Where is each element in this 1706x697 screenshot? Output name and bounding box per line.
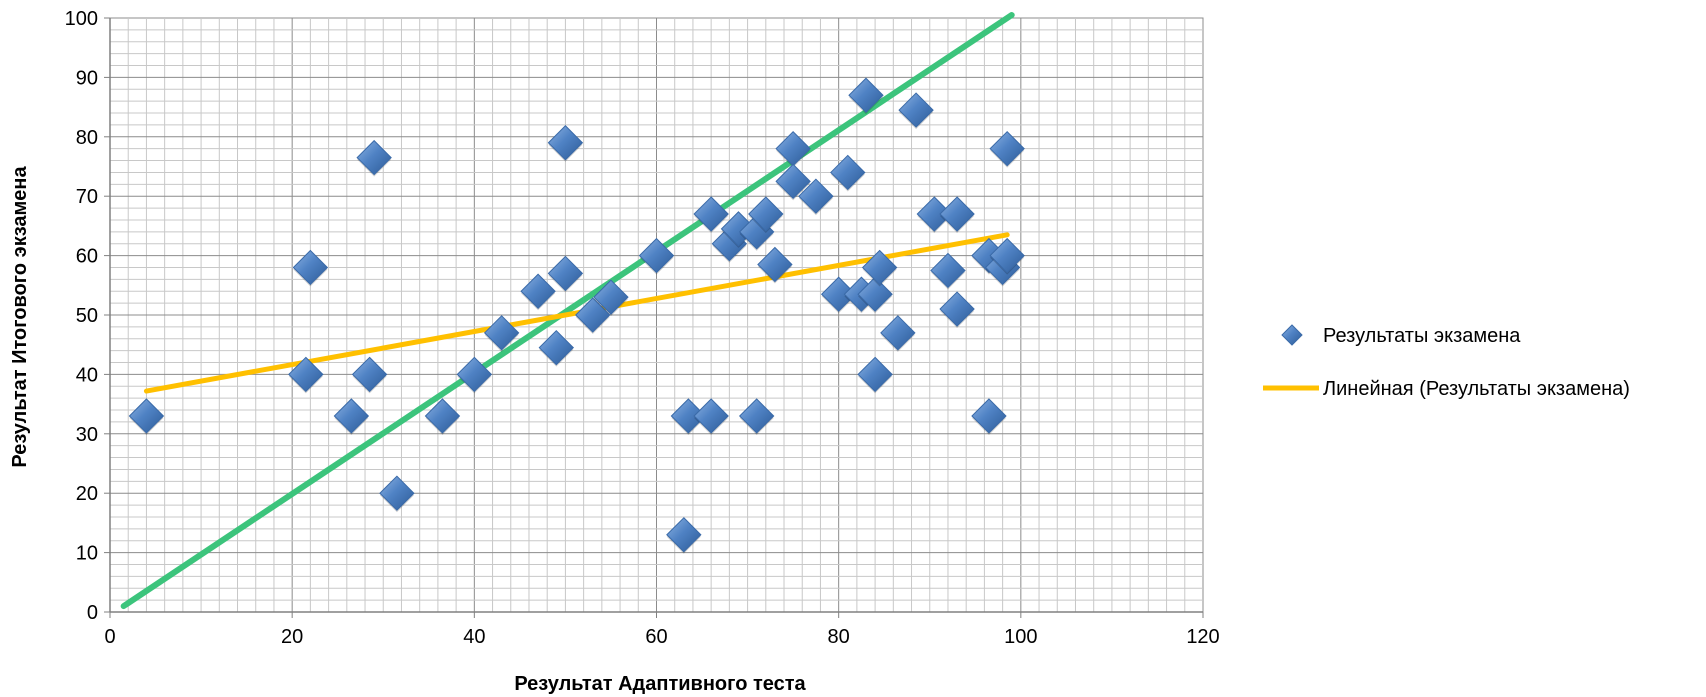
data-point — [693, 398, 729, 434]
data-point — [848, 77, 884, 113]
data-point — [379, 475, 415, 511]
data-point — [520, 273, 556, 309]
data-point — [830, 154, 866, 191]
data-point — [989, 237, 1025, 274]
legend-item-trendline: Линейная (Результаты экзамена) — [1263, 378, 1630, 400]
y-axis-title: Результат Итогового экзамена — [9, 165, 31, 467]
data-point — [456, 356, 493, 393]
y-tick-label: 60 — [76, 246, 98, 268]
data-point — [857, 276, 893, 312]
x-tick-label: 40 — [463, 626, 485, 648]
data-point — [861, 249, 898, 286]
data-point — [424, 398, 461, 434]
data-point — [483, 315, 520, 351]
y-tick-label: 40 — [76, 364, 98, 386]
legend-label-trendline: Линейная (Результаты экзамена) — [1323, 378, 1630, 400]
y-tick-label: 90 — [76, 67, 98, 89]
legend-item-series: Результаты экзамена — [1281, 324, 1521, 347]
data-point — [351, 356, 388, 393]
y-tick-label: 0 — [87, 602, 98, 624]
data-point — [693, 196, 729, 232]
data-point — [939, 196, 975, 232]
x-tick-label: 80 — [828, 626, 850, 648]
data-point — [666, 517, 702, 553]
data-point — [575, 297, 611, 333]
data-point — [738, 398, 775, 434]
data-point — [547, 255, 584, 292]
y-tick-label: 80 — [76, 127, 98, 149]
data-point — [333, 398, 370, 434]
data-point — [989, 130, 1025, 167]
y-tick-label: 30 — [76, 424, 98, 446]
y-tick-label: 20 — [76, 483, 98, 505]
data-point — [857, 356, 893, 393]
data-point — [638, 237, 675, 274]
data-point — [880, 315, 916, 351]
data-point — [971, 398, 1007, 434]
legend: Результаты экзамена Линейная (Результаты… — [1263, 324, 1630, 400]
data-point — [775, 163, 811, 200]
legend-diamond-icon — [1281, 324, 1303, 346]
y-tick-label: 70 — [76, 186, 98, 208]
x-axis-ticks: 0 20 40 60 80 100 120 — [104, 612, 1220, 648]
gridlines — [110, 18, 1203, 612]
data-point — [930, 252, 966, 289]
data-point — [128, 398, 165, 434]
y-tick-label: 10 — [76, 543, 98, 565]
data-point — [898, 92, 934, 128]
y-axis-ticks: 0 10 20 30 40 50 60 70 80 90 100 — [65, 8, 110, 624]
data-point — [292, 249, 329, 286]
data-point — [757, 246, 793, 283]
x-tick-label: 20 — [281, 626, 303, 648]
data-point — [538, 329, 575, 366]
trendline — [143, 232, 1010, 394]
y-tick-label: 50 — [76, 305, 98, 327]
x-tick-label: 100 — [1004, 626, 1037, 648]
reference-line — [120, 12, 1015, 610]
data-point — [288, 356, 324, 393]
y-tick-label: 100 — [65, 8, 98, 30]
x-tick-label: 120 — [1186, 626, 1219, 648]
x-tick-label: 60 — [645, 626, 667, 648]
data-point — [547, 125, 584, 161]
data-point — [593, 279, 629, 315]
scatter-points — [128, 77, 1025, 554]
data-point — [939, 291, 975, 327]
data-point — [748, 196, 784, 232]
data-point — [798, 178, 834, 214]
legend-label-series: Результаты экзамена — [1323, 325, 1521, 347]
x-tick-label: 0 — [104, 626, 115, 648]
chart-lines — [120, 12, 1015, 610]
x-axis-title: Результат Адаптивного теста — [514, 673, 806, 695]
data-point — [356, 139, 392, 176]
